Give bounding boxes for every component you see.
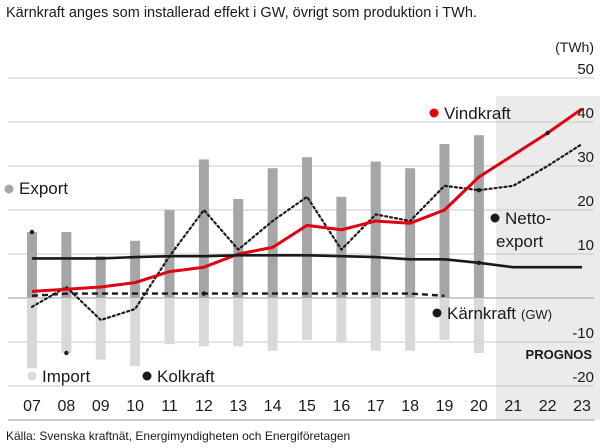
bar-import bbox=[130, 298, 141, 367]
marker-kolkraft bbox=[201, 291, 207, 296]
x-tick-label: 22 bbox=[539, 398, 557, 415]
bar-import bbox=[198, 298, 209, 347]
bar-export bbox=[27, 232, 37, 298]
bar-export bbox=[439, 144, 450, 298]
x-tick-label: 14 bbox=[264, 398, 282, 415]
x-tick-label: 16 bbox=[332, 398, 350, 415]
bar-export bbox=[164, 210, 175, 298]
bar-import bbox=[27, 298, 37, 369]
bar-import bbox=[439, 298, 450, 340]
x-tick-label: 09 bbox=[92, 398, 110, 415]
bar-export bbox=[95, 256, 106, 298]
bar-export bbox=[370, 161, 381, 298]
series-kärnkraft-gw bbox=[32, 254, 582, 269]
bar-export bbox=[473, 135, 484, 298]
legend-karnkraft-name: Kärnkraft bbox=[447, 304, 516, 323]
series-lines bbox=[29, 107, 584, 356]
legend-netto-line1: Netto- bbox=[505, 209, 551, 228]
legend-karnkraft-unit: (GW) bbox=[521, 307, 552, 322]
x-tick-label: 12 bbox=[195, 398, 213, 415]
y-tick-label: -10 bbox=[572, 325, 594, 342]
marker-netto-export bbox=[476, 188, 482, 193]
x-tick-label: 23 bbox=[573, 398, 591, 415]
bar-import bbox=[267, 298, 278, 351]
legend-vindkraft-dot bbox=[429, 108, 439, 118]
bar-export bbox=[302, 157, 312, 298]
y-tick-labels: 50 40 30 20 10 -10 -20 bbox=[572, 61, 594, 386]
legend-export-dot bbox=[4, 184, 14, 194]
bar-export bbox=[198, 159, 209, 298]
legend-import-dot bbox=[27, 371, 37, 381]
y-tick-label: 20 bbox=[577, 193, 594, 210]
x-tick-label: 19 bbox=[436, 398, 454, 415]
x-tick-labels: 07 08 09 10 11 12 13 14 15 16 17 18 19 20 21 22 23 bbox=[23, 398, 591, 415]
y-tick-label: 10 bbox=[577, 237, 594, 254]
bar-import bbox=[336, 298, 347, 342]
bar-export bbox=[405, 168, 416, 298]
x-tick-label: 11 bbox=[161, 398, 178, 415]
bar-import bbox=[61, 298, 72, 353]
legend-kolkraft: Kolkraft bbox=[157, 367, 215, 386]
x-tick-label: 20 bbox=[470, 398, 488, 415]
bar-import bbox=[405, 298, 416, 351]
source-text: Källa: Svenska kraftnät, Energimyndighet… bbox=[6, 429, 350, 443]
x-tick-label: 07 bbox=[23, 398, 41, 415]
bar-import bbox=[370, 298, 381, 351]
legend-netto-dot bbox=[490, 213, 500, 223]
bar-export bbox=[130, 240, 141, 298]
legend: Export Import Kolkraft Vindkraft Netto- … bbox=[4, 104, 552, 386]
legend-vindkraft: Vindkraft bbox=[444, 104, 511, 123]
bar-import bbox=[233, 298, 244, 347]
y-tick-label: -20 bbox=[572, 369, 594, 386]
x-tick-label: 15 bbox=[298, 398, 316, 415]
bar-import bbox=[302, 298, 312, 340]
bar-import bbox=[473, 298, 484, 353]
x-tick-label: 08 bbox=[57, 398, 75, 415]
legend-karnkraft-dot bbox=[432, 308, 442, 318]
x-tick-label: 13 bbox=[229, 398, 247, 415]
legend-kolkraft-dot bbox=[142, 371, 152, 381]
x-tick-label: 18 bbox=[401, 398, 419, 415]
unit-label: (TWh) bbox=[555, 39, 594, 55]
legend-import: Import bbox=[42, 367, 90, 386]
y-tick-label: 50 bbox=[577, 61, 594, 78]
series-netto-export bbox=[30, 142, 584, 322]
chart-title: Kärnkraft anges som installerad effekt i… bbox=[6, 5, 477, 21]
bar-import bbox=[95, 298, 106, 360]
series-vindkraft bbox=[31, 107, 583, 293]
marker-export bbox=[29, 229, 35, 235]
y-tick-label: 30 bbox=[577, 149, 594, 166]
legend-netto-line2: export bbox=[496, 232, 544, 251]
x-tick-label: 17 bbox=[367, 398, 385, 415]
y-tick-label: 40 bbox=[577, 105, 594, 122]
marker-vindkraft bbox=[545, 130, 550, 136]
marker-import bbox=[64, 350, 69, 356]
bar-export bbox=[336, 196, 347, 298]
forecast-region bbox=[496, 96, 600, 420]
legend-export: Export bbox=[19, 179, 68, 198]
series-kolkraft bbox=[31, 292, 445, 297]
bar-export bbox=[267, 168, 278, 298]
x-tick-label: 21 bbox=[504, 398, 522, 415]
x-tick-label: 10 bbox=[126, 398, 144, 415]
bar-export bbox=[61, 232, 72, 298]
marker-kärnkraft-gw bbox=[476, 260, 482, 265]
forecast-label: PROGNOS bbox=[526, 347, 593, 362]
bars bbox=[27, 135, 484, 369]
bar-import bbox=[164, 298, 175, 345]
legend-karnkraft: Kärnkraft (GW) bbox=[447, 304, 552, 323]
